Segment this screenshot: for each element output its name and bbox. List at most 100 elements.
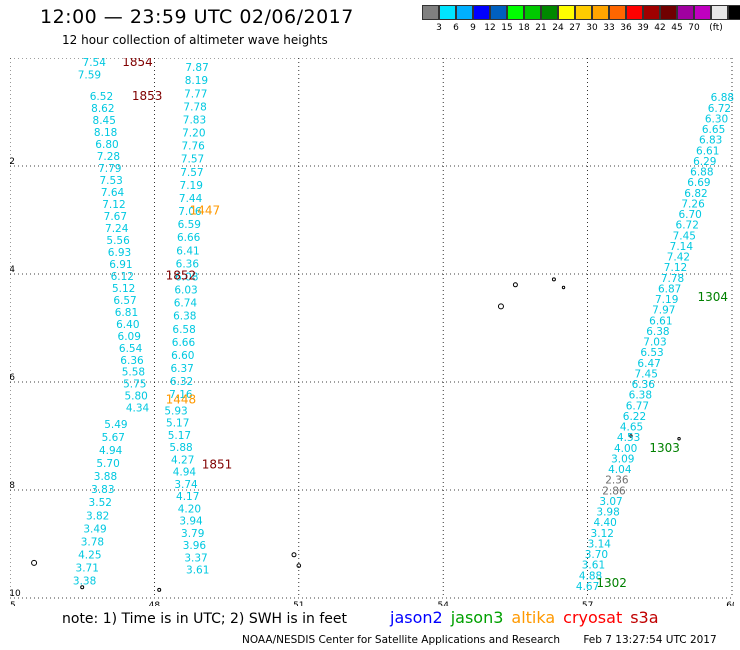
scale-swatch [643, 5, 660, 20]
swh-value: 6.38 [629, 390, 652, 402]
swh-value: 4.40 [593, 517, 616, 529]
swh-value: 6.91 [109, 259, 132, 271]
swh-value: 5.49 [104, 419, 127, 431]
swh-value: 8.19 [185, 75, 208, 87]
swh-value: 3.12 [591, 528, 614, 540]
swh-value: 7.16 [169, 389, 193, 401]
swh-value: 6.52 [90, 91, 113, 103]
island-outline [551, 277, 556, 282]
swh-value: 6.54 [119, 343, 143, 355]
island-outline [80, 585, 85, 590]
swh-value: 3.61 [186, 565, 209, 577]
swh-value: 3.07 [599, 496, 622, 508]
swh-value: 4.34 [126, 403, 150, 415]
swh-value: 6.57 [113, 295, 136, 307]
swh-value: 8.45 [93, 115, 116, 127]
x-tick-label: 57 [582, 601, 593, 606]
island-outline [497, 303, 504, 310]
swh-value: 6.60 [171, 350, 194, 362]
swh-value: 4.20 [178, 503, 201, 515]
swh-value: 6.09 [118, 331, 141, 343]
swh-value: 6.30 [705, 113, 728, 125]
swh-value: 6.40 [116, 319, 139, 331]
swh-value: 3.74 [174, 479, 198, 491]
scale-label: 9 [470, 23, 476, 33]
scale-swatch [660, 5, 677, 20]
swh-value: 3.71 [76, 562, 99, 574]
scale-label: 24 [552, 23, 564, 33]
scale-swatch [422, 5, 439, 20]
swh-value: 7.19 [655, 294, 678, 306]
scale-swatch [694, 5, 711, 20]
scale-swatch [677, 5, 694, 20]
pass-number-label: 1303 [649, 441, 680, 455]
swh-value: 3.09 [611, 453, 634, 465]
swh-value: 7.12 [102, 199, 125, 211]
swh-value: 7.24 [105, 223, 129, 235]
swh-value: 6.83 [699, 135, 722, 147]
swh-value: 6.66 [172, 337, 196, 349]
swh-value: 8.18 [94, 127, 117, 139]
swh-value: 4.17 [176, 491, 199, 503]
swh-value: 7.79 [98, 163, 121, 175]
y-tick-label: -10 [10, 589, 21, 599]
scale-unit: (ft) [709, 23, 723, 33]
swh-value: 6.47 [637, 358, 660, 370]
swh-value: 6.29 [693, 156, 716, 168]
scale-swatch [711, 5, 728, 20]
swh-value: 6.59 [178, 219, 201, 231]
swh-value: 6.37 [170, 363, 193, 375]
swh-value: 6.77 [626, 400, 649, 412]
pass-number-label: 1851 [202, 457, 233, 471]
swh-value: 3.82 [86, 510, 109, 522]
swh-value: 7.78 [183, 101, 206, 113]
swh-value: 5.12 [112, 283, 135, 295]
swh-value: 8.62 [91, 103, 114, 115]
swh-value: 5.17 [166, 418, 189, 430]
swh-value: 4.67 [576, 581, 599, 593]
swh-value: 5.88 [169, 442, 192, 454]
swh-value: 2.86 [602, 485, 626, 497]
scale-swatch [626, 5, 643, 20]
swh-value: 7.83 [183, 114, 206, 126]
scale-swatch [473, 5, 490, 20]
footer: NOAA/NESDIS Center for Satellite Applica… [242, 634, 737, 646]
swh-value: 3.37 [184, 552, 207, 564]
swh-value: 7.12 [664, 262, 687, 274]
swh-value: 4.04 [608, 464, 632, 476]
swh-value: 7.20 [182, 128, 205, 140]
swh-value: 6.38 [173, 311, 196, 323]
island-outline [296, 563, 302, 568]
scale-label: 12 [484, 23, 496, 33]
swh-value: 5.75 [123, 379, 146, 391]
swh-value: 6.12 [111, 271, 134, 283]
legend-altika: altika [511, 608, 556, 627]
swh-value: 4.94 [173, 467, 197, 479]
map-subtitle: 12 hour collection of altimeter wave hei… [62, 33, 328, 47]
swh-value: 4.88 [579, 570, 602, 582]
pass-number-label: 1302 [596, 576, 627, 590]
swh-value: 7.28 [97, 151, 120, 163]
x-tick-label: 60 [726, 601, 734, 606]
scale-label: 70 [688, 23, 700, 33]
swh-value: 6.08 [175, 271, 198, 283]
swh-value: 7.59 [78, 70, 101, 82]
legend-s3a: s3a [630, 608, 659, 627]
swh-value: 6.61 [696, 145, 719, 157]
swh-value: 4.25 [78, 549, 101, 561]
island-outline [512, 282, 518, 288]
swh-value: 6.53 [640, 347, 663, 359]
swh-value: 7.45 [635, 368, 658, 380]
scale-label: 33 [603, 23, 615, 33]
scale-swatch [439, 5, 456, 20]
x-tick-label: 48 [149, 601, 161, 606]
scale-label: 27 [569, 23, 581, 33]
swh-value: 3.14 [588, 538, 612, 550]
swh-value: 5.17 [168, 430, 191, 442]
credit-text: NOAA/NESDIS Center for Satellite Applica… [242, 634, 560, 646]
timestamp-text: Feb 7 13:27:54 UTC 2017 [583, 634, 717, 646]
units-note: note: 1) Time is in UTC; 2) SWH is in fe… [62, 611, 348, 627]
swh-value: 7.42 [667, 252, 690, 264]
swh-value: 6.65 [702, 124, 725, 136]
swh-value: 7.87 [185, 62, 208, 74]
